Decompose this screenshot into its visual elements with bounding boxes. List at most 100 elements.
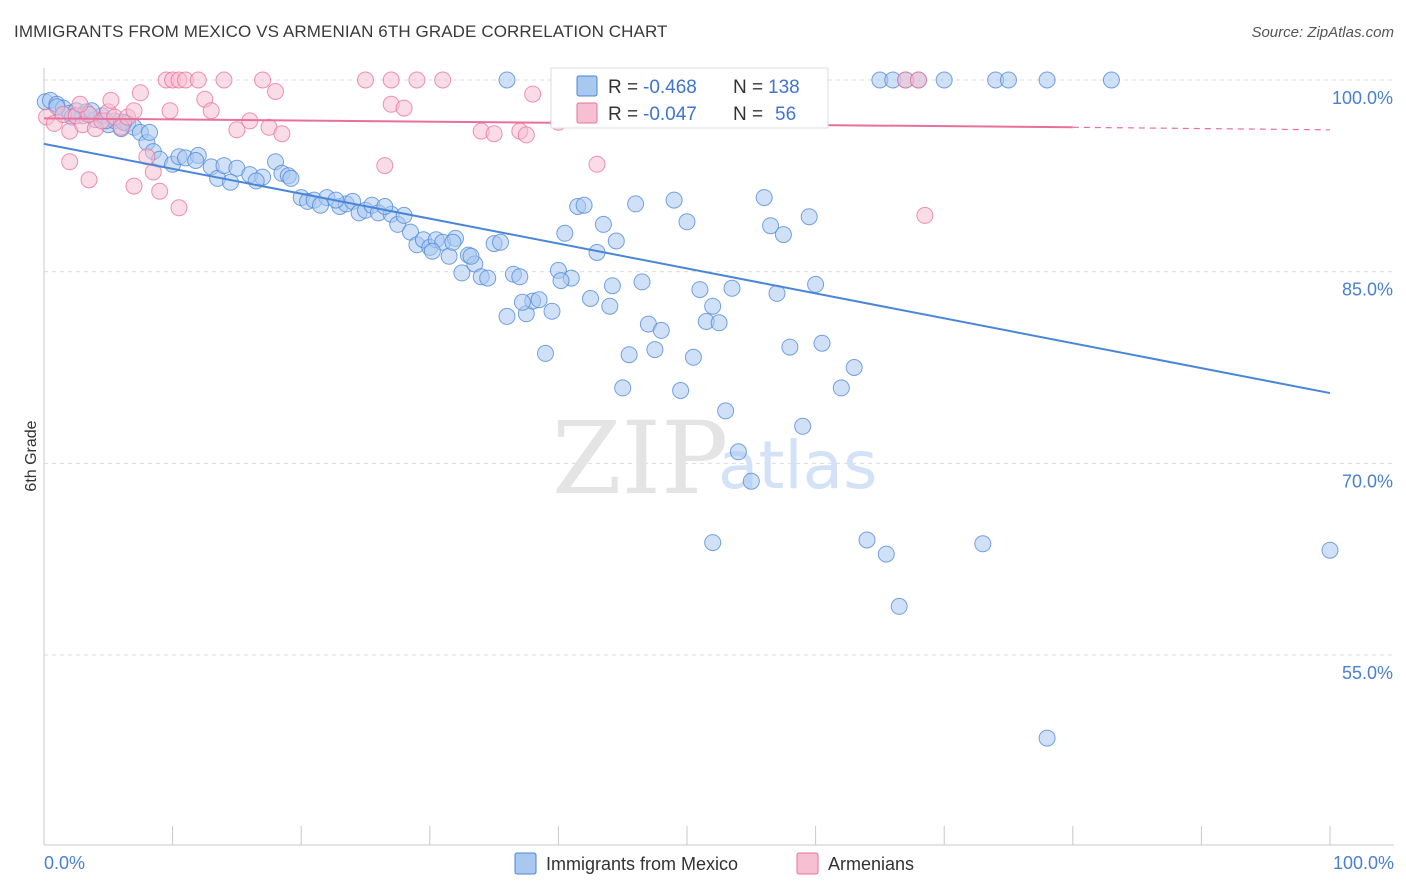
point-mexico <box>672 382 690 399</box>
point-armenian <box>395 99 413 117</box>
point-mexico <box>710 314 728 332</box>
point-mexico <box>312 196 329 214</box>
point-mexico <box>582 290 599 307</box>
point-mexico <box>187 152 205 169</box>
point-armenian <box>125 102 143 120</box>
x-tick-label-min: 0.0% <box>44 853 85 873</box>
point-mexico <box>603 277 621 295</box>
stats-r-label-armenians: R = <box>608 104 638 125</box>
point-armenian <box>434 71 452 89</box>
point-armenian <box>144 163 162 181</box>
point-mexico <box>678 213 696 231</box>
point-mexico <box>537 344 554 362</box>
point-armenian <box>131 84 149 102</box>
point-armenian <box>267 83 284 100</box>
point-mexico <box>652 321 670 339</box>
point-mexico <box>704 534 722 552</box>
point-mexico <box>704 297 722 315</box>
point-armenian <box>102 91 120 109</box>
point-mexico <box>530 291 548 309</box>
stats-legend: R = -0.468 N = 138 R = -0.047 N = 56 <box>550 67 829 129</box>
point-mexico <box>935 71 953 89</box>
point-mexico <box>858 531 876 549</box>
point-armenian <box>273 125 291 143</box>
point-mexico <box>646 341 664 359</box>
point-mexico <box>620 346 638 364</box>
point-armenian <box>170 199 188 217</box>
point-mexico <box>513 293 531 311</box>
point-mexico <box>717 402 735 420</box>
series-armenians-points <box>38 71 934 224</box>
point-armenian <box>189 71 207 89</box>
point-armenian <box>524 85 542 103</box>
point-armenian <box>357 71 374 89</box>
point-mexico <box>440 247 458 265</box>
point-mexico <box>633 273 651 291</box>
point-armenian <box>215 71 233 89</box>
point-mexico <box>877 545 895 563</box>
chart-source: Source: ZipAtlas.com <box>1251 24 1394 41</box>
point-mexico <box>282 169 300 187</box>
point-mexico <box>729 443 747 461</box>
point-mexico <box>492 233 509 251</box>
point-mexico <box>665 191 683 209</box>
legend-swatch-mexico[interactable] <box>514 852 537 875</box>
y-axis-label: 6th Grade <box>23 420 40 491</box>
stats-n-label-mexico: N = <box>733 77 763 98</box>
point-armenian <box>485 125 503 143</box>
stats-r-label-mexico: R = <box>608 77 638 98</box>
point-armenian <box>916 206 934 224</box>
point-mexico <box>684 348 702 366</box>
point-mexico <box>1000 71 1017 89</box>
chart-title: IMMIGRANTS FROM MEXICO VS ARMENIAN 6TH G… <box>14 22 668 41</box>
point-armenian <box>125 177 143 195</box>
point-mexico <box>890 597 908 615</box>
trend-line-mexico <box>43 142 1331 395</box>
point-mexico <box>1102 71 1120 89</box>
stats-swatch-mexico <box>576 75 598 97</box>
point-armenian <box>151 182 169 200</box>
x-axis-ticks <box>43 826 1331 845</box>
point-mexico <box>832 379 850 397</box>
point-armenian <box>382 71 400 89</box>
legend-label-armenians[interactable]: Armenians <box>828 854 914 874</box>
point-armenian <box>228 121 246 139</box>
point-armenian <box>588 155 606 173</box>
stats-n-value-mexico: 138 <box>768 77 800 98</box>
point-armenian <box>254 71 272 89</box>
point-armenian <box>517 126 535 144</box>
point-mexico <box>627 195 645 213</box>
point-mexico <box>453 264 471 282</box>
point-armenian <box>202 102 220 120</box>
point-mexico <box>794 417 812 435</box>
axes <box>43 68 1394 846</box>
watermark: ZIP atlas <box>552 400 878 517</box>
stats-n-value-armenians: 56 <box>775 104 796 125</box>
point-mexico <box>691 281 709 299</box>
grid-lines <box>44 79 1394 656</box>
bottom-legend: Immigrants from Mexico Armenians <box>514 852 914 875</box>
point-mexico <box>556 224 574 242</box>
point-armenian <box>80 171 98 189</box>
point-mexico <box>141 123 158 141</box>
point-mexico <box>781 338 799 356</box>
point-mexico <box>511 268 529 286</box>
legend-label-mexico[interactable]: Immigrants from Mexico <box>546 854 738 874</box>
point-mexico <box>479 269 497 287</box>
point-mexico <box>601 297 619 315</box>
point-mexico <box>607 232 625 250</box>
point-mexico <box>1321 541 1339 559</box>
point-mexico <box>800 208 818 226</box>
point-mexico <box>807 275 825 293</box>
y-tick-labels: 100.0% 85.0% 70.0% 55.0% <box>1332 88 1393 683</box>
legend-swatch-armenians[interactable] <box>796 852 819 875</box>
watermark-zip: ZIP <box>552 400 728 517</box>
point-mexico <box>594 215 612 233</box>
point-mexico <box>723 279 741 297</box>
point-mexico <box>423 242 441 260</box>
point-mexico <box>444 233 462 251</box>
stats-r-value-mexico: -0.468 <box>643 77 697 98</box>
point-mexico <box>376 198 394 215</box>
point-mexico <box>1038 71 1056 89</box>
x-tick-labels: 0.0% 100.0% <box>44 853 1394 873</box>
